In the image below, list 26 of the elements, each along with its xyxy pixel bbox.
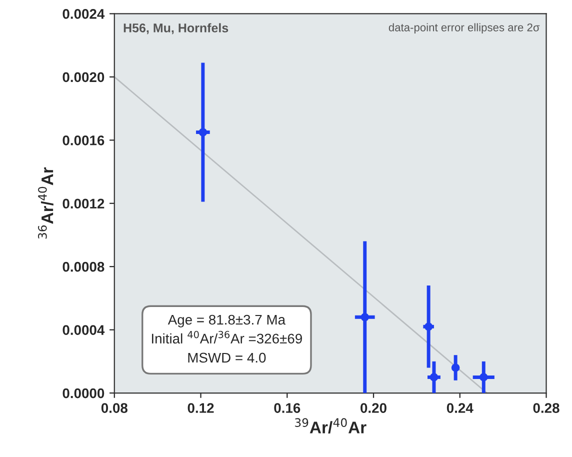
- annotation: Initial $^{40}$Ar/$^{36}$Ar =326±69: [152, 330, 302, 344]
- annotation: MSWD = 4.0: [188, 352, 266, 363]
- x-tick-label: 0.16: [274, 403, 300, 413]
- point: [198, 128, 208, 136]
- point: [430, 373, 438, 382]
- y-tick-label: 0.0012: [62, 198, 104, 209]
- y-tick-label: 0.0020: [62, 72, 104, 82]
- y-tick-label: 0.0024: [62, 9, 105, 19]
- y-tick-label: 0.0000: [62, 388, 104, 398]
- annotation: H56, Mu, Hornfels: [124, 23, 228, 34]
- annotation: Age = 81.8±3.7 Ma: [168, 314, 286, 328]
- x-tick-label: 0.20: [360, 403, 386, 413]
- y-axis-title: $^{36}$Ar/$^{40}$Ar: [38, 167, 54, 239]
- point: [451, 364, 460, 372]
- point: [479, 373, 488, 382]
- x-axis-title: $^{39}$Ar/$^{40}$Ar: [295, 418, 366, 434]
- point: [424, 322, 433, 331]
- x-tick-label: 0.28: [533, 403, 560, 413]
- x-tick-label: 0.12: [188, 403, 214, 413]
- point: [360, 312, 370, 322]
- x-tick-label: 0.24: [446, 403, 474, 413]
- y-tick-label: 0.0008: [62, 262, 104, 272]
- x-tick-label: 0.08: [101, 403, 128, 413]
- annotation: data-point error ellipses are 2σ: [388, 23, 540, 34]
- y-tick-label: 0.0016: [62, 135, 104, 146]
- y-tick-label: 0.0004: [62, 325, 105, 335]
